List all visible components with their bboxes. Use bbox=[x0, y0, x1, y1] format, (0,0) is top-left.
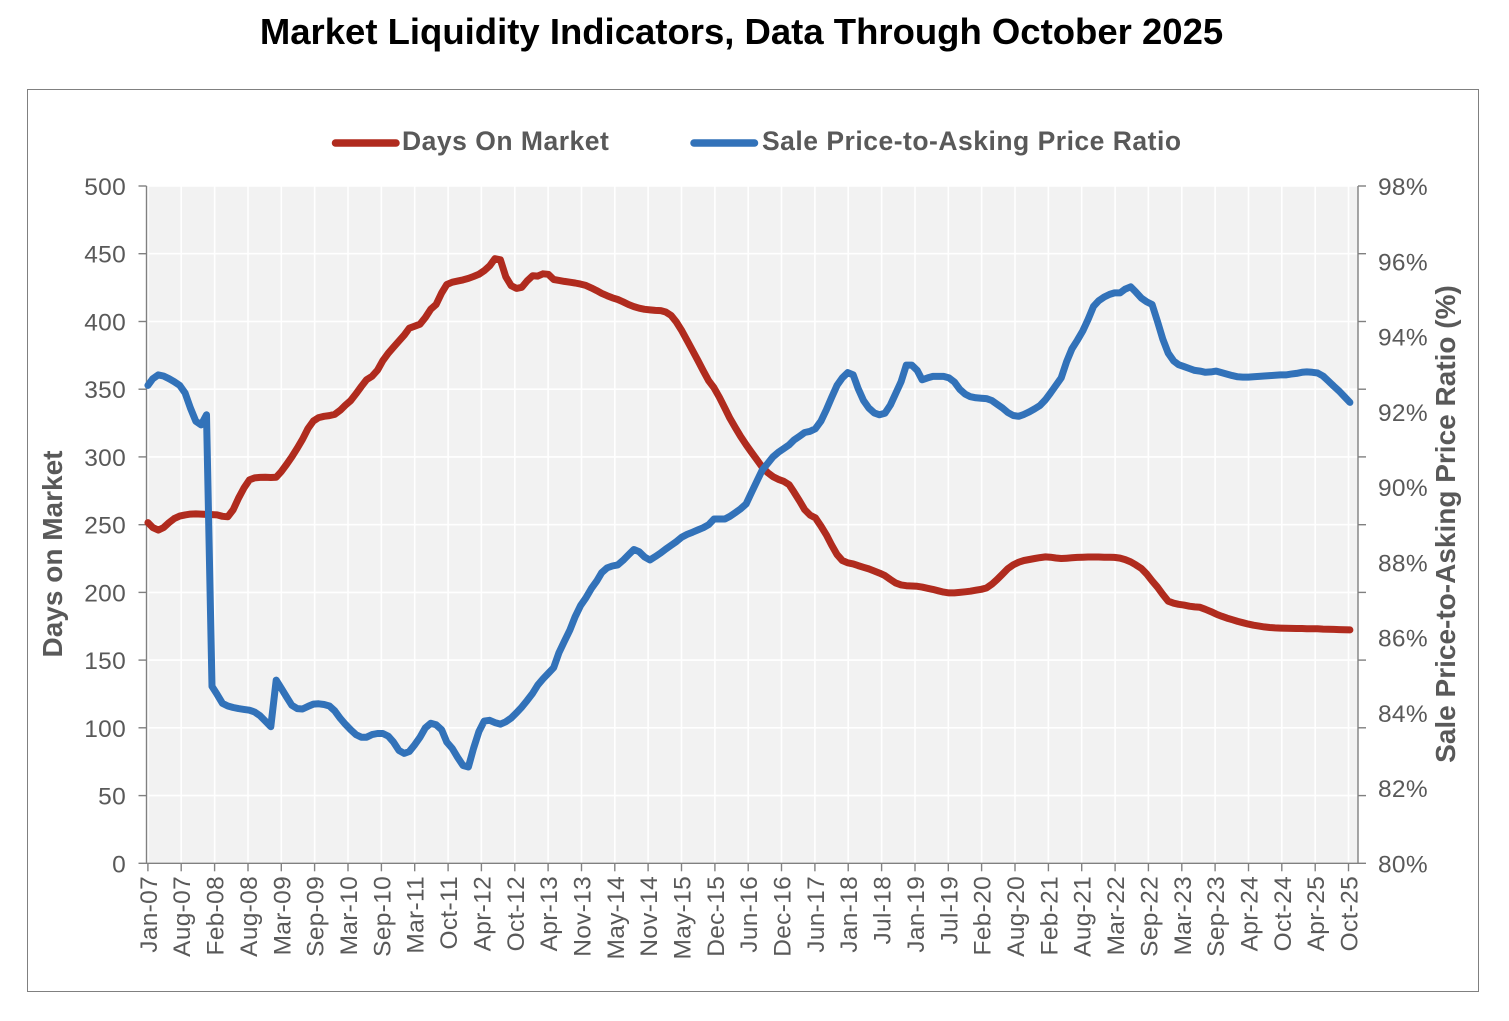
svg-text:88%: 88% bbox=[1378, 550, 1428, 577]
svg-text:Jul-19: Jul-19 bbox=[936, 876, 963, 945]
svg-text:Jun-17: Jun-17 bbox=[803, 876, 830, 953]
svg-text:Jan-07: Jan-07 bbox=[136, 876, 163, 953]
svg-text:Mar-22: Mar-22 bbox=[1103, 876, 1130, 955]
svg-text:Jan-19: Jan-19 bbox=[903, 876, 930, 953]
svg-text:500: 500 bbox=[84, 174, 126, 201]
svg-text:350: 350 bbox=[84, 377, 126, 404]
svg-text:250: 250 bbox=[84, 513, 126, 540]
svg-text:Days On Market: Days On Market bbox=[402, 126, 609, 156]
svg-text:Sep-23: Sep-23 bbox=[1203, 876, 1230, 957]
svg-text:Dec-16: Dec-16 bbox=[770, 876, 797, 957]
svg-text:Dec-15: Dec-15 bbox=[703, 876, 730, 957]
svg-text:82%: 82% bbox=[1378, 776, 1428, 803]
svg-text:Aug-08: Aug-08 bbox=[236, 876, 263, 957]
svg-text:86%: 86% bbox=[1378, 626, 1428, 653]
svg-text:Sep-09: Sep-09 bbox=[303, 876, 330, 957]
svg-text:Aug-20: Aug-20 bbox=[1003, 876, 1030, 957]
svg-text:Mar-10: Mar-10 bbox=[336, 876, 363, 955]
svg-text:Days on Market: Days on Market bbox=[37, 451, 68, 658]
svg-text:90%: 90% bbox=[1378, 475, 1428, 502]
svg-text:Oct-25: Oct-25 bbox=[1337, 876, 1364, 951]
svg-text:Jun-16: Jun-16 bbox=[736, 876, 763, 953]
svg-text:0: 0 bbox=[112, 851, 126, 878]
svg-text:Sale Price-to-Asking Price Rat: Sale Price-to-Asking Price Ratio (%) bbox=[1430, 285, 1461, 763]
svg-text:Oct-24: Oct-24 bbox=[1270, 876, 1297, 951]
svg-text:Apr-24: Apr-24 bbox=[1237, 876, 1264, 951]
svg-text:May-15: May-15 bbox=[670, 876, 697, 960]
svg-text:400: 400 bbox=[84, 310, 126, 337]
svg-text:May-14: May-14 bbox=[603, 876, 630, 960]
svg-text:Apr-12: Apr-12 bbox=[469, 876, 496, 951]
svg-text:Sep-22: Sep-22 bbox=[1136, 876, 1163, 957]
svg-text:200: 200 bbox=[84, 580, 126, 607]
svg-text:Mar-11: Mar-11 bbox=[403, 876, 430, 954]
svg-text:Jan-18: Jan-18 bbox=[836, 876, 863, 953]
svg-text:300: 300 bbox=[84, 445, 126, 472]
svg-text:Feb-21: Feb-21 bbox=[1036, 876, 1063, 955]
svg-text:Apr-25: Apr-25 bbox=[1303, 876, 1330, 951]
svg-text:84%: 84% bbox=[1378, 701, 1428, 728]
svg-text:Oct-12: Oct-12 bbox=[503, 876, 530, 951]
svg-text:Jul-18: Jul-18 bbox=[870, 876, 897, 945]
svg-text:98%: 98% bbox=[1378, 174, 1428, 201]
svg-text:96%: 96% bbox=[1378, 249, 1428, 276]
svg-text:92%: 92% bbox=[1378, 400, 1428, 427]
svg-text:50: 50 bbox=[98, 784, 126, 811]
svg-text:Mar-09: Mar-09 bbox=[269, 876, 296, 955]
svg-text:Mar-23: Mar-23 bbox=[1170, 876, 1197, 955]
svg-text:Sep-10: Sep-10 bbox=[369, 876, 396, 957]
svg-text:450: 450 bbox=[84, 242, 126, 269]
svg-text:80%: 80% bbox=[1378, 851, 1428, 878]
svg-text:Sale Price-to-Asking Price Rat: Sale Price-to-Asking Price Ratio bbox=[762, 126, 1182, 156]
svg-text:Aug-07: Aug-07 bbox=[169, 876, 196, 957]
svg-text:Aug-21: Aug-21 bbox=[1070, 876, 1097, 957]
svg-text:Apr-13: Apr-13 bbox=[536, 876, 563, 951]
svg-text:94%: 94% bbox=[1378, 325, 1428, 352]
svg-text:Oct-11: Oct-11 bbox=[436, 876, 463, 950]
svg-text:Feb-08: Feb-08 bbox=[203, 876, 230, 955]
svg-text:150: 150 bbox=[84, 648, 126, 675]
svg-text:100: 100 bbox=[84, 716, 126, 743]
svg-text:Feb-20: Feb-20 bbox=[970, 876, 997, 955]
svg-text:Nov-13: Nov-13 bbox=[570, 876, 597, 957]
svg-text:Nov-14: Nov-14 bbox=[636, 876, 663, 957]
